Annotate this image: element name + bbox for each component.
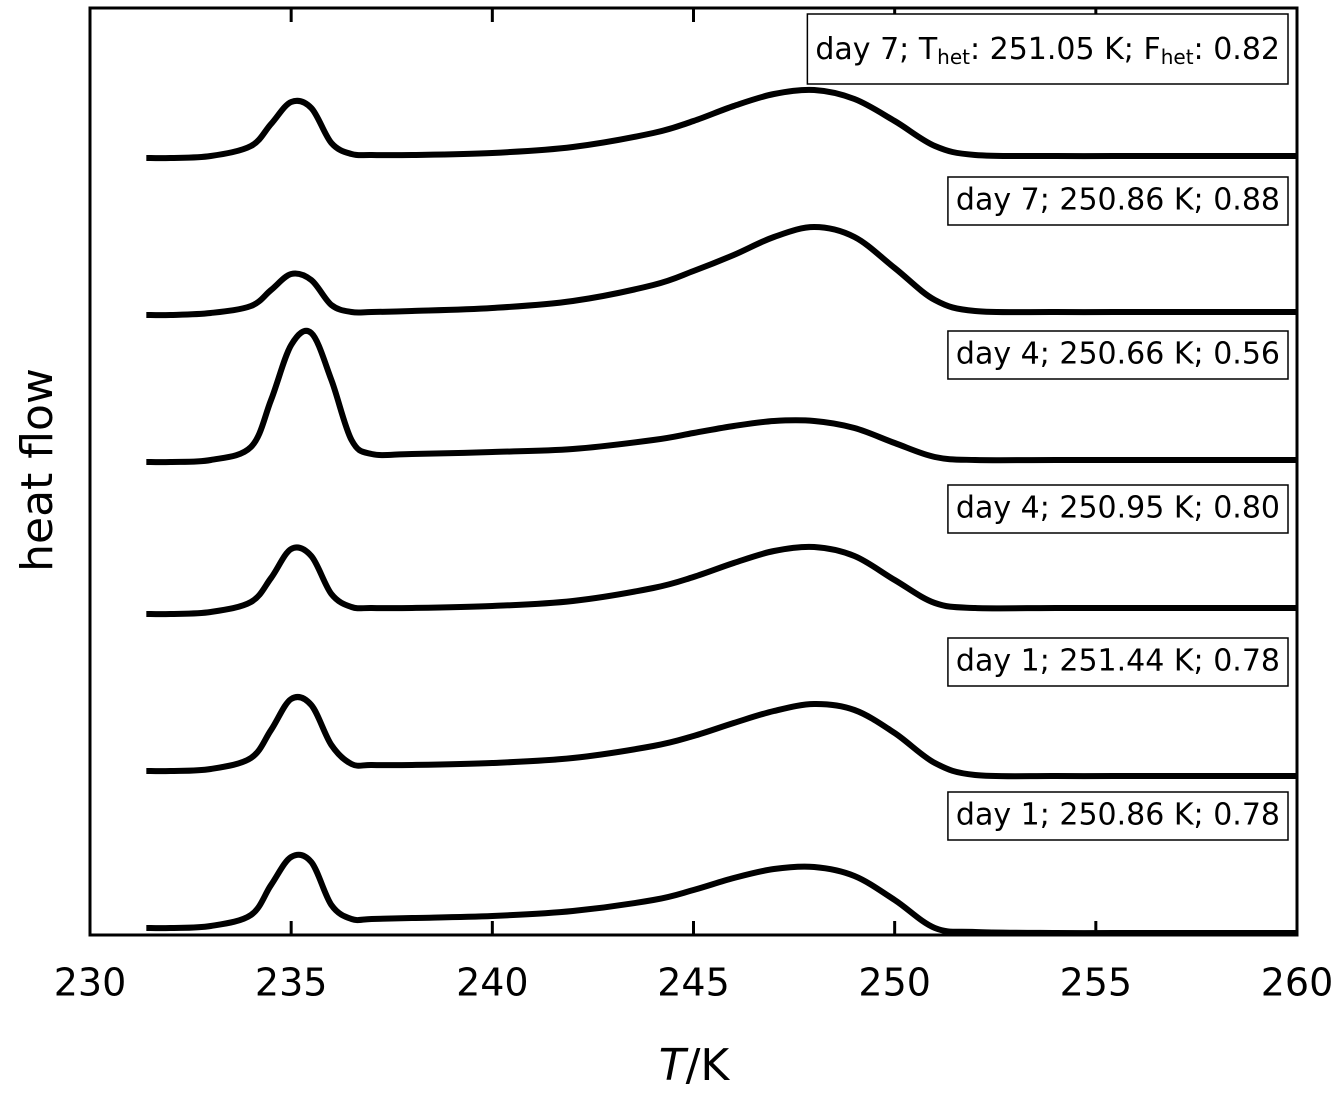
x-tick-label: 260 <box>1261 961 1334 1005</box>
legend-subscript: het <box>937 45 970 69</box>
legend-entry: day 7; 250.86 K; 0.88 <box>947 176 1289 226</box>
y-axis-label: heat flow <box>12 368 63 572</box>
x-tick-label: 245 <box>657 961 730 1005</box>
legend-text: : 0.82 <box>1194 32 1280 67</box>
legend-label: day 7; 250.86 K; 0.88 <box>956 183 1280 218</box>
legend-label: day 7; Thet: 251.05 K; Fhet: 0.82 <box>815 32 1280 69</box>
x-tick-label: 235 <box>255 961 328 1005</box>
legend-entry: day 4; 250.66 K; 0.56 <box>947 330 1289 380</box>
legend-text: : 251.05 K; F <box>970 32 1161 67</box>
legend-entry: day 7; Thet: 251.05 K; Fhet: 0.82 <box>806 13 1289 85</box>
heat-flow-curve <box>146 86 1297 162</box>
legend-subscript: het <box>1161 45 1194 69</box>
heat-flow-curve <box>146 851 1297 937</box>
heat-flow-curve <box>146 327 1297 466</box>
legend-box <box>947 484 1289 534</box>
legend-box <box>947 330 1289 380</box>
legend-entry: day 1; 251.44 K; 0.78 <box>947 637 1289 687</box>
x-tick-label: 230 <box>54 961 127 1005</box>
legend-box <box>806 13 1289 85</box>
legend-box <box>947 791 1289 841</box>
legend-box <box>947 176 1289 226</box>
heat-flow-curve <box>146 543 1297 618</box>
legend-text: day 7; T <box>815 32 937 67</box>
x-axis-label-rest: /K <box>686 1040 731 1091</box>
x-tick-label: 255 <box>1060 961 1133 1005</box>
legend-label: day 1; 250.86 K; 0.78 <box>956 798 1280 833</box>
legend-box <box>947 637 1289 687</box>
legend-entry: day 4; 250.95 K; 0.80 <box>947 484 1289 534</box>
legend-label: day 1; 251.44 K; 0.78 <box>956 644 1280 679</box>
legend-entry: day 1; 250.86 K; 0.78 <box>947 791 1289 841</box>
x-tick-label: 240 <box>456 961 529 1005</box>
x-axis-label: T/K <box>659 1040 731 1091</box>
heat-flow-curve <box>146 694 1297 780</box>
heat-flow-curve <box>146 224 1297 319</box>
legend-label: day 4; 250.66 K; 0.56 <box>956 337 1280 372</box>
x-tick-label: 250 <box>858 961 931 1005</box>
legend-label: day 4; 250.95 K; 0.80 <box>956 491 1280 526</box>
x-axis-label-italic: T <box>659 1040 689 1091</box>
